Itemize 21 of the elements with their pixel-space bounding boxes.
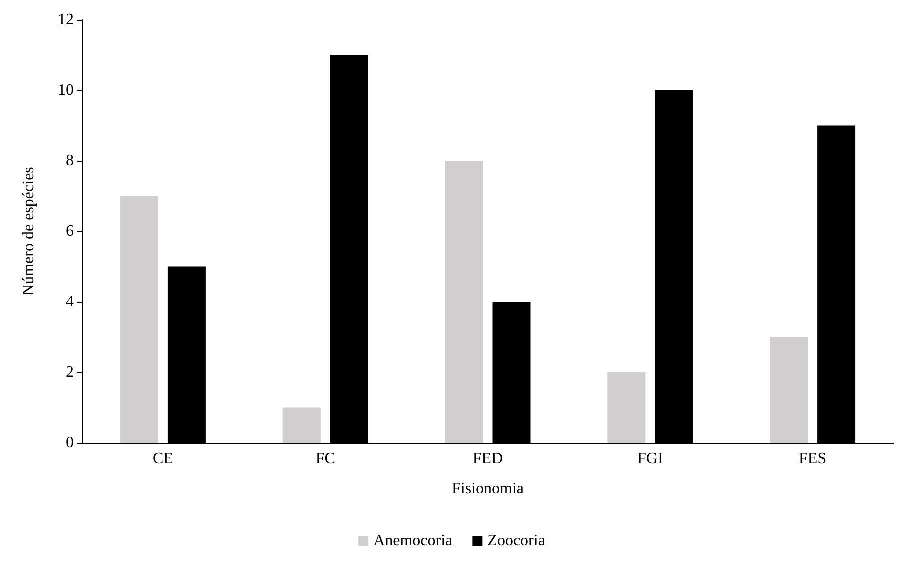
bar — [282, 408, 321, 443]
legend-label: Anemocoria — [374, 532, 453, 550]
y-tick-label: 0 — [66, 434, 74, 452]
x-tick-label: FC — [316, 450, 336, 468]
bar — [445, 161, 484, 443]
y-tick-label: 2 — [66, 364, 74, 381]
y-tick-label: 4 — [66, 294, 74, 310]
bar — [608, 372, 646, 443]
x-tick-label: CE — [152, 450, 174, 468]
bar — [770, 337, 808, 443]
y-axis-title: Número de espécies — [20, 167, 38, 296]
legend-label: Zoocoria — [488, 532, 546, 550]
y-tick-label: 6 — [66, 223, 74, 240]
bar — [120, 196, 158, 443]
y-tick-label: 12 — [58, 12, 74, 28]
x-tick-label: FGI — [638, 450, 664, 468]
x-tick-label: FED — [472, 450, 504, 468]
x-tick-label: FES — [799, 450, 827, 468]
y-tick-label: 10 — [58, 82, 74, 99]
x-axis-title: Fisionomia — [452, 480, 524, 498]
y-tick-label: 8 — [66, 152, 74, 170]
